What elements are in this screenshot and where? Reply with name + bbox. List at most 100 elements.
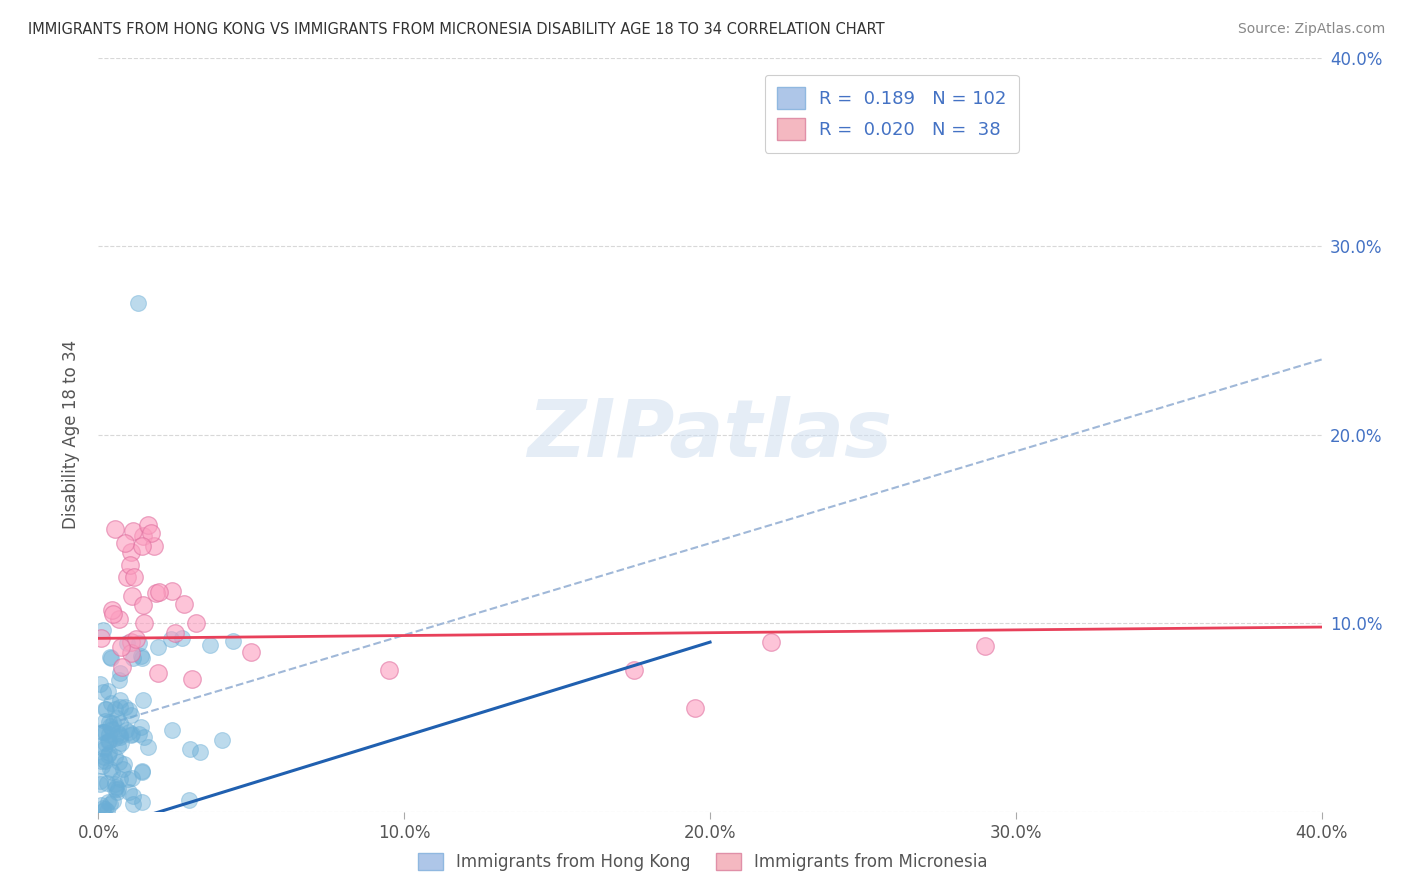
Point	[131, 598, 153, 612]
Point	[100, 651, 122, 665]
Text: ZIPatlas: ZIPatlas	[527, 396, 893, 474]
Point	[117, 635, 139, 649]
Point	[108, 716, 131, 731]
Point	[131, 795, 153, 809]
Point	[122, 570, 145, 584]
Point	[110, 700, 132, 714]
Point	[94, 714, 117, 728]
Point	[110, 728, 132, 742]
Point	[89, 776, 111, 790]
Point	[120, 544, 142, 558]
Point	[186, 616, 208, 631]
Point	[98, 726, 121, 740]
Point	[163, 625, 186, 640]
Point	[143, 539, 166, 553]
Text: Source: ZipAtlas.com: Source: ZipAtlas.com	[1237, 22, 1385, 37]
Point	[96, 775, 118, 789]
Point	[132, 529, 155, 543]
Point	[104, 780, 127, 795]
Point	[97, 795, 120, 809]
Point	[111, 660, 134, 674]
Point	[122, 524, 145, 538]
Legend: R =  0.189   N = 102, R =  0.020   N =  38: R = 0.189 N = 102, R = 0.020 N = 38	[765, 75, 1019, 153]
Point	[104, 749, 127, 764]
Point	[108, 755, 131, 769]
Point	[97, 684, 120, 698]
Point	[129, 720, 152, 734]
Point	[160, 584, 183, 599]
Point	[90, 754, 112, 768]
Point	[112, 757, 135, 772]
Point	[131, 764, 153, 778]
Point	[101, 716, 124, 731]
Point	[121, 650, 143, 665]
Point	[90, 631, 112, 645]
Point	[89, 677, 111, 691]
Point	[173, 598, 195, 612]
Point	[100, 696, 122, 710]
Point	[623, 664, 645, 678]
Point	[93, 739, 115, 754]
Point	[93, 801, 115, 815]
Point	[94, 754, 117, 768]
Point	[101, 723, 124, 737]
Point	[110, 772, 132, 787]
Point	[141, 526, 163, 541]
Point	[98, 649, 121, 664]
Point	[240, 644, 263, 658]
Point	[378, 664, 401, 678]
Point	[170, 632, 193, 646]
Point	[101, 607, 124, 622]
Point	[97, 734, 120, 748]
Point	[131, 539, 153, 553]
Point	[129, 649, 152, 664]
Point	[198, 638, 221, 652]
Point	[118, 703, 141, 717]
Point	[97, 747, 120, 762]
Point	[125, 632, 148, 647]
Point	[136, 517, 159, 532]
Point	[120, 707, 142, 722]
Point	[120, 635, 142, 649]
Point	[131, 651, 153, 665]
Point	[121, 771, 143, 785]
Y-axis label: Disability Age 18 to 34: Disability Age 18 to 34	[62, 340, 80, 530]
Point	[160, 723, 183, 737]
Point	[111, 763, 134, 777]
Point	[89, 797, 111, 812]
Point	[122, 789, 145, 803]
Point	[104, 701, 127, 715]
Point	[90, 758, 112, 772]
Point	[114, 700, 136, 714]
Text: IMMIGRANTS FROM HONG KONG VS IMMIGRANTS FROM MICRONESIA DISABILITY AGE 18 TO 34 : IMMIGRANTS FROM HONG KONG VS IMMIGRANTS …	[28, 22, 884, 37]
Point	[759, 635, 782, 649]
Point	[98, 747, 121, 761]
Point	[98, 714, 121, 729]
Point	[127, 296, 149, 310]
Point	[160, 632, 183, 646]
Point	[91, 623, 114, 637]
Point	[93, 804, 115, 818]
Point	[108, 693, 131, 707]
Point	[180, 672, 202, 686]
Point	[121, 797, 143, 811]
Point	[120, 646, 142, 660]
Point	[128, 727, 150, 741]
Point	[145, 586, 167, 600]
Point	[91, 685, 114, 699]
Point	[974, 639, 997, 653]
Point	[132, 730, 155, 744]
Point	[105, 711, 128, 725]
Point	[108, 612, 131, 626]
Point	[177, 792, 200, 806]
Point	[100, 765, 122, 780]
Point	[107, 739, 129, 753]
Point	[108, 673, 131, 687]
Point	[148, 584, 170, 599]
Point	[104, 731, 127, 745]
Point	[93, 750, 115, 764]
Point	[94, 701, 117, 715]
Point	[211, 732, 233, 747]
Point	[110, 736, 132, 750]
Point	[104, 777, 127, 791]
